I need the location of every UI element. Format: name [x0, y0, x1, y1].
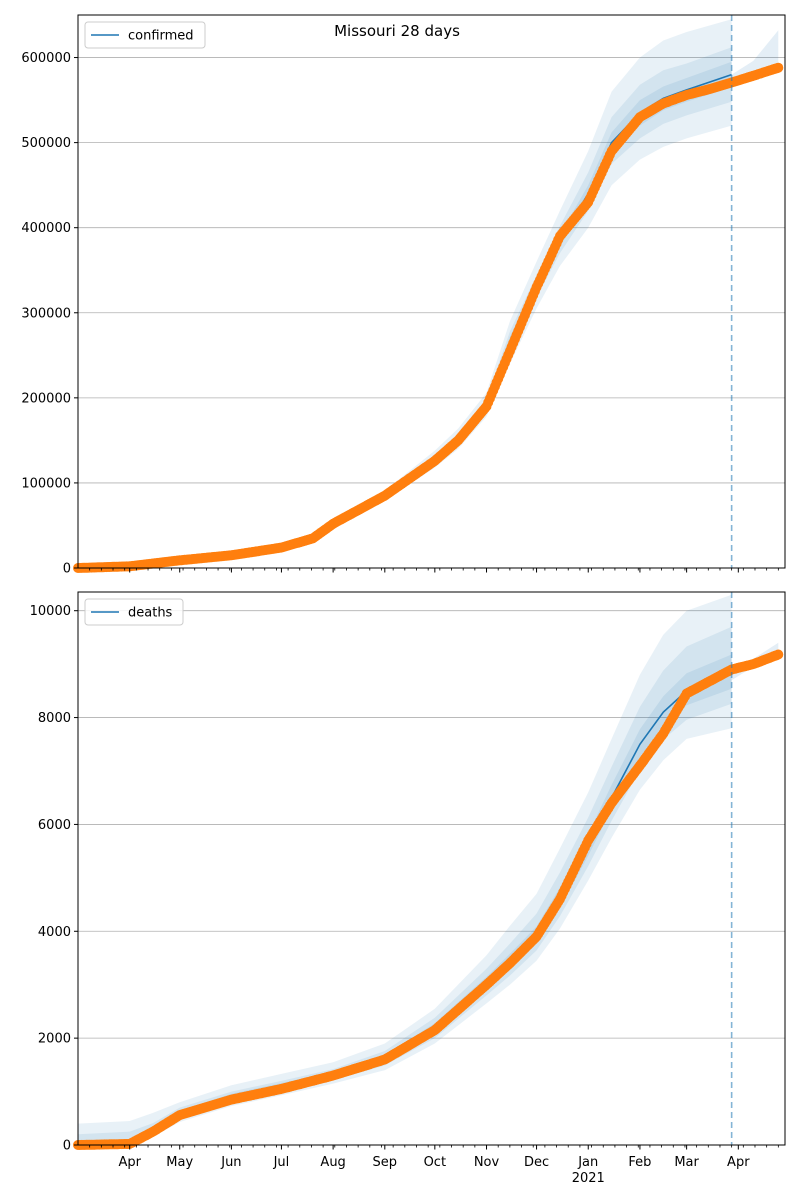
- axes-frame: [77, 591, 786, 1146]
- x-tick-label: Jul: [273, 1155, 290, 1170]
- x-tick-label: May: [166, 1155, 193, 1170]
- y-tick-label: 6000: [38, 818, 71, 833]
- axes-frame: [77, 14, 786, 569]
- x-tick-label: Jun: [220, 1155, 241, 1170]
- y-tick-label: 2000: [38, 1032, 71, 1047]
- x-tick-label: Nov: [474, 1155, 500, 1170]
- legend-box: [84, 21, 206, 49]
- x-tick-label: Jan: [577, 1155, 598, 1170]
- uncertainty-band-0: [78, 594, 732, 1145]
- x-tick-label: Aug: [320, 1155, 345, 1170]
- figure-title: Missouri 28 days: [334, 22, 460, 40]
- confirmed-panel: 0 100000 200000 300000 400000 500000 600000 con…: [21, 14, 786, 577]
- y-tick-label: 10000: [30, 604, 71, 619]
- y-tick-label: 500000: [21, 136, 71, 151]
- x-tick-label: Apr: [727, 1155, 750, 1170]
- legend: deaths: [84, 598, 184, 626]
- y-tick-label: 200000: [21, 391, 71, 406]
- x-tick-label: Feb: [628, 1155, 651, 1170]
- observed-point: [773, 649, 784, 660]
- x-tick-label: Dec: [524, 1155, 549, 1170]
- x-tick-label: Oct: [424, 1155, 446, 1170]
- y-tick-label: 400000: [21, 221, 71, 236]
- y-tick-label: 600000: [21, 51, 71, 66]
- y-tick-label: 300000: [21, 306, 71, 321]
- x-year-label: 2021: [572, 1171, 605, 1186]
- y-tick-label: 8000: [38, 711, 71, 726]
- observed-point: [773, 62, 784, 73]
- y-tick-label: 0: [63, 1139, 71, 1154]
- y-tick-label: 100000: [21, 476, 71, 491]
- x-tick-label: Mar: [674, 1155, 699, 1170]
- legend-label: deaths: [128, 606, 173, 621]
- deaths-panel: 0 2000 4000 6000 8000 10000 Apr May Jun Jul Aug Sep…: [30, 591, 786, 1186]
- x-tick-label: Apr: [118, 1155, 141, 1170]
- legend: confirmed: [84, 21, 206, 49]
- legend-box: [84, 598, 184, 626]
- x-tick-label: Sep: [373, 1155, 398, 1170]
- observed-series: [73, 649, 784, 1150]
- y-tick-label: 4000: [38, 925, 71, 940]
- y-tick-label: 0: [63, 562, 71, 577]
- uncertainty-band-0: [78, 19, 732, 569]
- legend-label: confirmed: [128, 29, 194, 44]
- uncertainty-band-1: [78, 626, 732, 1145]
